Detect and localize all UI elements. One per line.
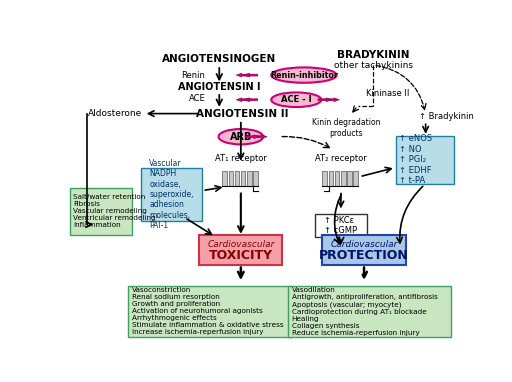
Text: Vasodilation
Antigrowth, antiproliferation, antifibrosis
Apoptosis (vascular; my: Vasodilation Antigrowth, antiproliferati… [292,287,438,336]
FancyBboxPatch shape [353,171,358,186]
Text: Renin-inhibitor: Renin-inhibitor [270,71,338,79]
Polygon shape [318,98,332,102]
Text: AT₂ receptor: AT₂ receptor [315,154,367,163]
Text: Renin: Renin [182,71,205,79]
Text: BRADYKININ: BRADYKININ [337,50,410,60]
Text: AT₁ receptor: AT₁ receptor [215,154,267,163]
FancyBboxPatch shape [288,286,451,337]
FancyBboxPatch shape [222,171,227,186]
Text: Vasoconstriction
Renal sodium resorption
Growth and proliferation
Activation of : Vasoconstriction Renal sodium resorption… [132,288,284,335]
Text: Aldosterone: Aldosterone [88,109,142,118]
Polygon shape [246,135,260,139]
Polygon shape [253,135,267,139]
Text: TOXICITY: TOXICITY [209,249,273,262]
Text: Kininase II: Kininase II [366,89,409,98]
Text: Cardiovascular: Cardiovascular [207,240,274,249]
Text: ARB: ARB [230,132,252,142]
FancyBboxPatch shape [241,171,245,186]
FancyBboxPatch shape [315,214,367,237]
Text: Salt/water retention
Fibrosis
Vascular remodeling
Ventricular remodeling
Inflamm: Salt/water retention Fibrosis Vascular r… [73,194,156,228]
Text: Vascular
NADPH
oxidase,
superoxide,
adhesion
molecules,
PAI-1: Vascular NADPH oxidase, superoxide, adhe… [150,159,194,230]
Polygon shape [244,73,258,77]
Text: other tachykinins: other tachykinins [334,61,413,70]
FancyBboxPatch shape [253,171,258,186]
FancyBboxPatch shape [141,167,202,222]
Polygon shape [236,73,250,77]
Text: ↑ eNOS
↑ NO
↑ PGI₂
↑ EDHF
↑ t-PA: ↑ eNOS ↑ NO ↑ PGI₂ ↑ EDHF ↑ t-PA [399,134,433,185]
Ellipse shape [271,67,337,83]
FancyBboxPatch shape [335,171,339,186]
Text: ANGIOTENSIN II: ANGIOTENSIN II [196,108,289,118]
Text: ↑ PKCε
↑ cGMP: ↑ PKCε ↑ cGMP [325,215,357,235]
FancyBboxPatch shape [323,235,406,264]
Text: ACE - I: ACE - I [281,95,312,104]
Text: ACE: ACE [188,94,205,103]
FancyBboxPatch shape [234,171,239,186]
FancyBboxPatch shape [396,136,454,184]
Polygon shape [244,98,258,102]
FancyBboxPatch shape [341,171,346,186]
FancyBboxPatch shape [129,286,292,337]
Text: ANGIOTENSIN I: ANGIOTENSIN I [178,83,261,92]
FancyBboxPatch shape [247,171,251,186]
Text: ↑ Bradykinin: ↑ Bradykinin [419,112,474,121]
Polygon shape [326,98,339,102]
Text: Cardiovascular: Cardiovascular [330,240,398,249]
FancyBboxPatch shape [228,171,233,186]
Ellipse shape [271,92,322,107]
Ellipse shape [219,129,263,144]
Text: ANGIOTENSINOGEN: ANGIOTENSINOGEN [162,53,276,63]
Polygon shape [236,98,250,102]
FancyBboxPatch shape [199,235,283,264]
Text: Kinin degradation
products: Kinin degradation products [312,118,380,138]
FancyBboxPatch shape [70,188,132,235]
FancyBboxPatch shape [347,171,352,186]
Text: PROTECTION: PROTECTION [319,249,409,262]
FancyBboxPatch shape [329,171,333,186]
FancyBboxPatch shape [323,171,327,186]
